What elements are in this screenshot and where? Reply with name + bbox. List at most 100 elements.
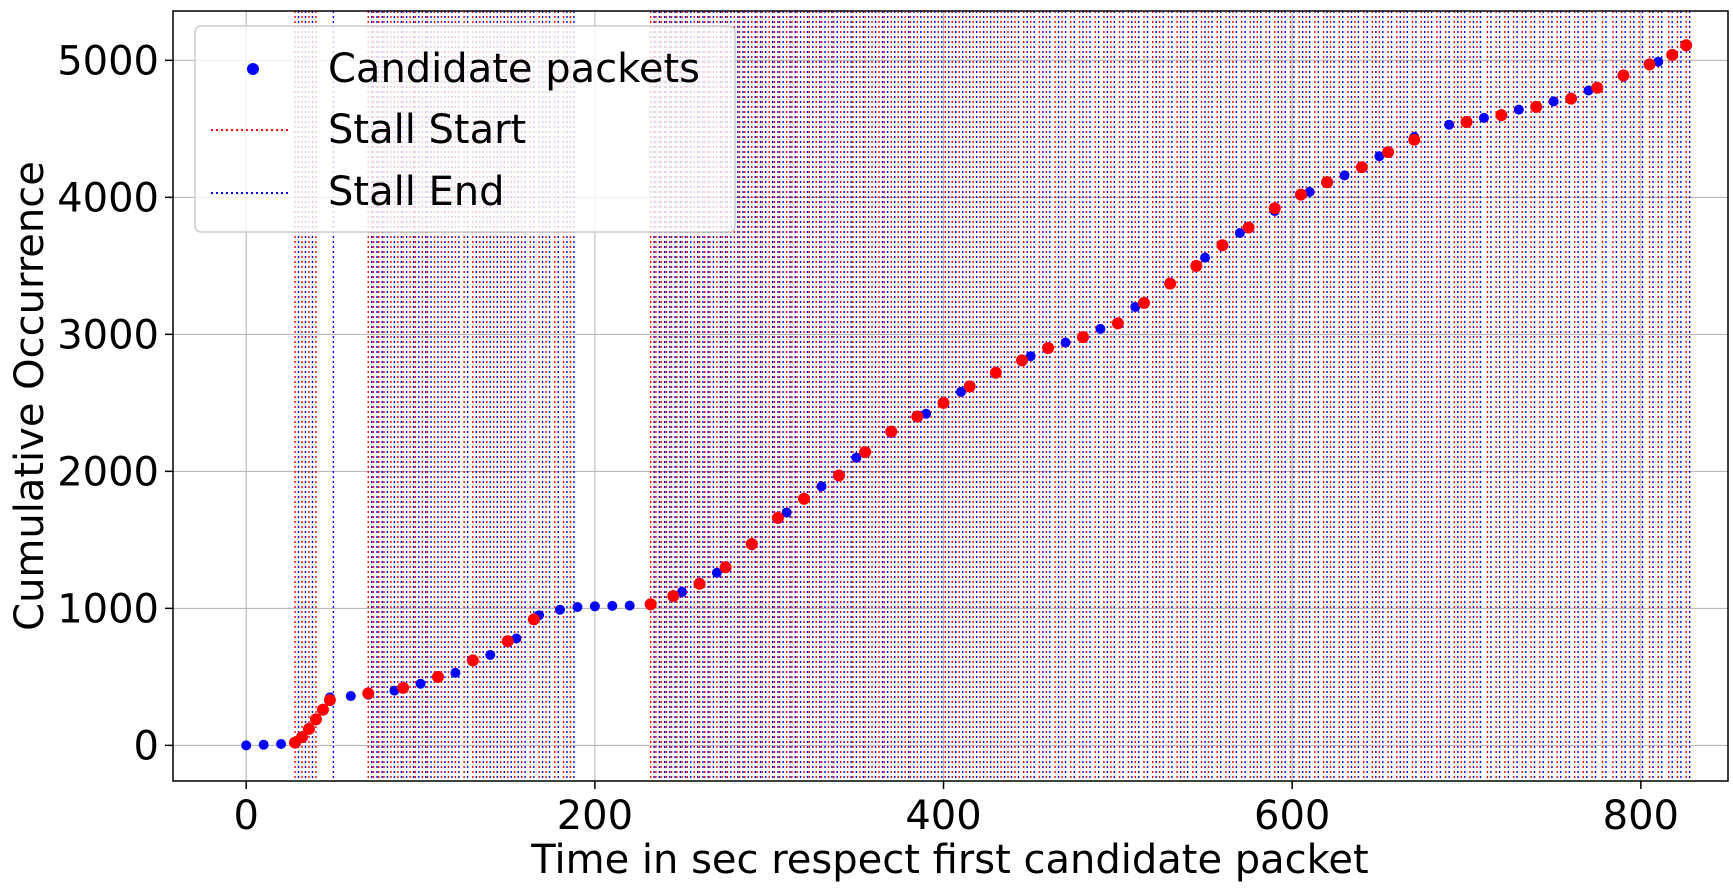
candidate-packet-point bbox=[511, 633, 522, 644]
stall-packet-point bbox=[1268, 202, 1281, 215]
candidate-packet-point bbox=[624, 600, 635, 611]
x-tick-label: 600 bbox=[1254, 793, 1330, 839]
x-axis-title: Time in sec respect first candidate pack… bbox=[530, 837, 1368, 883]
legend-label-stall-start: Stall Start bbox=[328, 107, 526, 153]
y-tick-label: 5000 bbox=[57, 38, 159, 84]
stall-packet-point bbox=[1617, 69, 1630, 82]
candidate-packet-point bbox=[1130, 301, 1141, 312]
x-tick-label: 800 bbox=[1603, 793, 1679, 839]
candidate-packet-point bbox=[711, 567, 722, 578]
stall-packet-point bbox=[501, 635, 514, 648]
y-tick-label: 2000 bbox=[57, 449, 159, 495]
candidate-packet-point bbox=[921, 408, 932, 419]
stall-packet-point bbox=[1015, 354, 1028, 367]
stall-packet-point bbox=[1294, 188, 1307, 201]
stall-packet-point bbox=[1530, 100, 1543, 113]
stall-packet-point bbox=[693, 577, 706, 590]
stall-packet-point bbox=[745, 537, 758, 550]
candidate-packet-point bbox=[955, 386, 966, 397]
candidate-packet-point bbox=[572, 601, 583, 612]
stall-lines bbox=[294, 11, 1691, 781]
stall-packet-point bbox=[316, 703, 329, 716]
candidate-packet-point bbox=[1374, 151, 1385, 162]
candidate-packet-point bbox=[415, 678, 426, 689]
candidate-packet-point bbox=[1513, 104, 1524, 115]
candidate-packet-point bbox=[1653, 56, 1664, 67]
candidate-packet-point bbox=[1095, 323, 1106, 334]
y-tick-label: 4000 bbox=[57, 175, 159, 221]
candidate-packet-point bbox=[1339, 170, 1350, 181]
stall-packet-point bbox=[466, 654, 479, 667]
candidate-packet-point bbox=[1548, 96, 1559, 107]
stall-packet-point bbox=[1138, 296, 1151, 309]
stall-packet-point bbox=[309, 713, 322, 726]
candidate-packet-point bbox=[1444, 119, 1455, 130]
stall-packet-point bbox=[1382, 146, 1395, 159]
candidate-packet-point bbox=[345, 691, 356, 702]
stall-packet-point bbox=[1111, 317, 1124, 330]
stall-packet-point bbox=[911, 410, 924, 423]
candidate-packet-point bbox=[1478, 112, 1489, 123]
y-tick-label: 1000 bbox=[57, 586, 159, 632]
candidate-packet-point bbox=[485, 649, 496, 660]
legend-label-stall-end: Stall End bbox=[328, 169, 505, 215]
x-tick-label: 400 bbox=[905, 793, 981, 839]
stall-packet-point bbox=[937, 396, 950, 409]
x-tick-label: 200 bbox=[557, 793, 633, 839]
stall-packet-point bbox=[667, 590, 680, 603]
y-axis-title: Cumulative Occurrence bbox=[7, 161, 53, 631]
stall-packet-point bbox=[885, 425, 898, 438]
stall-packet-point bbox=[1460, 115, 1473, 128]
candidate-packet-point bbox=[816, 481, 827, 492]
stall-packet-point bbox=[771, 511, 784, 524]
stall-packet-point bbox=[431, 670, 444, 683]
candidate-packet-point bbox=[555, 604, 566, 615]
stall-packet-point bbox=[644, 598, 657, 611]
stall-packet-point bbox=[719, 561, 732, 574]
stall-packet-point bbox=[1643, 58, 1656, 71]
legend-marker-candidate bbox=[247, 63, 259, 75]
candidate-packet-point bbox=[450, 667, 461, 678]
candidate-packet-point bbox=[389, 685, 400, 696]
axis-ticks: 0 200 400 600 800 0 1000 2000 3000 4000 5000 bbox=[57, 38, 1679, 839]
stall-packet-point bbox=[1591, 81, 1604, 94]
stall-packet-point bbox=[302, 722, 315, 735]
stall-packet-point bbox=[296, 731, 309, 744]
stall-packet-point bbox=[1408, 133, 1421, 146]
candidate-packet-point bbox=[1234, 227, 1245, 238]
stall-packet-point bbox=[397, 681, 410, 694]
stall-packet-point bbox=[832, 469, 845, 482]
x-tick-label: 0 bbox=[233, 793, 258, 839]
legend-box bbox=[194, 25, 736, 233]
candidate-packet-point bbox=[607, 600, 618, 611]
stall-packet-point bbox=[963, 380, 976, 393]
candidate-packet-point bbox=[241, 740, 252, 751]
stall-packet-point bbox=[1666, 48, 1679, 61]
stall-packet-point bbox=[1190, 259, 1203, 272]
legend-label-candidate: Candidate packets bbox=[328, 46, 700, 92]
candidate-packet-point bbox=[1060, 337, 1071, 348]
stall-packet-point bbox=[859, 446, 872, 459]
stall-packet-point bbox=[1164, 277, 1177, 290]
stall-packet-point bbox=[798, 492, 811, 505]
y-tick-label: 3000 bbox=[57, 312, 159, 358]
candidate-packet-point bbox=[276, 739, 287, 750]
grid-lines bbox=[173, 11, 1728, 781]
candidate-packet-point bbox=[589, 601, 600, 612]
candidate-packet-point bbox=[1583, 85, 1594, 96]
stall-packet-point bbox=[1680, 39, 1693, 52]
stall-packet-point bbox=[1076, 331, 1089, 344]
stall-packet-point bbox=[323, 694, 336, 707]
data-points bbox=[241, 39, 1693, 751]
stall-packet-point bbox=[1042, 342, 1055, 355]
candidate-packet-point bbox=[258, 739, 269, 750]
candidate-packet-point bbox=[1200, 252, 1211, 263]
stall-packet-point bbox=[527, 613, 540, 626]
stall-packet-point bbox=[1242, 221, 1255, 234]
candidate-packet-point bbox=[677, 586, 688, 597]
candidate-packet-point bbox=[781, 507, 792, 518]
candidate-packet-point bbox=[1025, 351, 1036, 362]
stall-packet-point bbox=[1565, 92, 1578, 105]
